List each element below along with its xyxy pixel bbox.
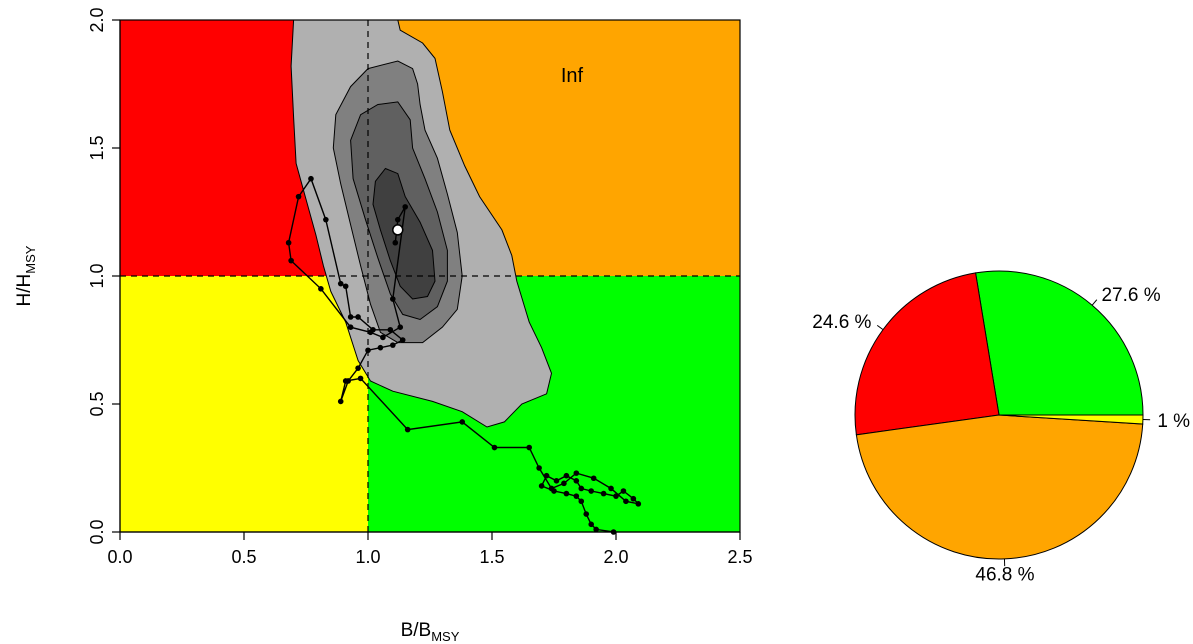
x-axis-label-main: B/B — [401, 620, 432, 641]
trajectory-point — [404, 426, 411, 433]
trajectory-point — [347, 314, 354, 320]
trajectory-point — [337, 398, 344, 405]
trajectory-point — [573, 478, 580, 484]
pie-slice-label: 1 % — [1157, 411, 1190, 432]
y-axis-label: H/HMSY — [14, 245, 38, 306]
trajectory-point — [288, 257, 294, 264]
trajectory-point — [593, 526, 599, 533]
x-tick-label: 1.0 — [355, 547, 380, 567]
trajectory-point — [608, 485, 614, 492]
trajectory-point — [588, 521, 594, 528]
trajectory-point — [561, 480, 567, 487]
trajectory-point — [543, 472, 550, 479]
trajectory-point — [399, 337, 406, 343]
pie-slice — [854, 272, 1000, 436]
trajectory-point — [355, 314, 361, 320]
trajectory-point — [600, 490, 607, 497]
trajectory-point — [318, 286, 324, 292]
density-contours — [290, 20, 553, 428]
trajectory-point — [308, 175, 314, 182]
x-tick-label: 1.5 — [479, 547, 504, 567]
trajectory-point — [337, 280, 344, 287]
trajectory-point — [491, 444, 498, 451]
trajectory-point — [357, 375, 364, 382]
trajectory-point — [548, 485, 555, 492]
pie-leader-line — [1091, 299, 1098, 306]
y-tick-label: 2.0 — [87, 7, 107, 32]
trajectory-point — [573, 470, 580, 476]
x-tick-label: 0.5 — [231, 547, 256, 567]
x-axis-label: B/BMSY — [401, 620, 460, 644]
y-axis-label-main: H/H — [14, 274, 35, 307]
trajectory-point — [630, 495, 637, 502]
trajectory-point — [583, 511, 590, 517]
trajectory-point — [526, 444, 532, 451]
kobe-plot: Inf 0.0 0.5 1.0 1.5 2.0 2.5 0.0 0.5 1.0 1.5 2.0 B… — [14, 7, 753, 644]
pie-slice — [975, 270, 1144, 416]
annotation-inf: Inf — [561, 65, 584, 87]
contour-level-4 — [372, 167, 436, 300]
pie-slice-label: 24.6 % — [812, 312, 871, 333]
trajectory-point — [380, 334, 386, 341]
current-point — [392, 224, 404, 236]
trajectory-point — [285, 239, 292, 246]
trajectory-point — [355, 365, 361, 371]
trajectory-point — [563, 490, 570, 497]
trajectory-point — [578, 485, 585, 492]
y-axis-label-sub: MSY — [23, 245, 38, 274]
trajectory-point — [620, 488, 627, 494]
x-axis-label-sub: MSY — [431, 629, 460, 644]
x-tick-label: 2.0 — [603, 547, 628, 567]
x-tick-label: 2.5 — [727, 547, 752, 567]
trajectory-point — [578, 498, 585, 505]
pie-leader-line — [876, 324, 884, 331]
trajectory-point — [387, 326, 394, 333]
trajectory-point — [345, 378, 351, 384]
trajectory-point — [536, 465, 542, 471]
y-tick-label: 0.5 — [87, 391, 107, 416]
trajectory-point — [402, 204, 409, 210]
trajectory-point — [563, 472, 570, 479]
trajectory-point — [347, 324, 354, 331]
trajectory-point — [394, 216, 401, 223]
trajectory-point — [295, 193, 302, 200]
trajectory-point — [390, 296, 396, 302]
y-tick-label: 1.0 — [87, 263, 107, 288]
trajectory-point — [397, 324, 404, 331]
trajectory-point — [392, 239, 399, 246]
pie-slice — [855, 414, 1144, 560]
trajectory-point — [459, 419, 466, 425]
quadrant-overfished-no-overfishing — [120, 276, 368, 532]
x-tick-label: 0.0 — [107, 547, 132, 567]
y-tick-label: 0.0 — [87, 519, 107, 544]
trajectory-point — [365, 347, 371, 354]
trajectory-point — [613, 493, 619, 499]
trajectory-point — [538, 483, 545, 489]
pie-slice-label: 27.6 % — [1101, 285, 1160, 306]
trajectory-point — [342, 283, 349, 290]
trajectory-point — [573, 493, 580, 499]
reference-lines — [120, 20, 740, 532]
trajectory-point — [367, 329, 374, 336]
pie-slice-label: 46.8 % — [975, 564, 1034, 585]
trajectory-point — [590, 475, 597, 482]
trajectory-point — [623, 498, 629, 505]
y-axis: 0.0 0.5 1.0 1.5 2.0 — [87, 7, 121, 545]
x-axis: 0.0 0.5 1.0 1.5 2.0 2.5 — [107, 531, 753, 567]
trajectory-point — [377, 344, 384, 351]
trajectory-point — [588, 488, 594, 494]
trajectory-point — [390, 342, 396, 348]
trajectory-point — [553, 478, 560, 484]
y-tick-label: 1.5 — [87, 135, 107, 160]
pie-chart: 27.6 % 24.6 % 46.8 % 1 % — [812, 270, 1190, 585]
trajectory-point — [323, 216, 329, 223]
trajectory-point — [635, 501, 642, 507]
